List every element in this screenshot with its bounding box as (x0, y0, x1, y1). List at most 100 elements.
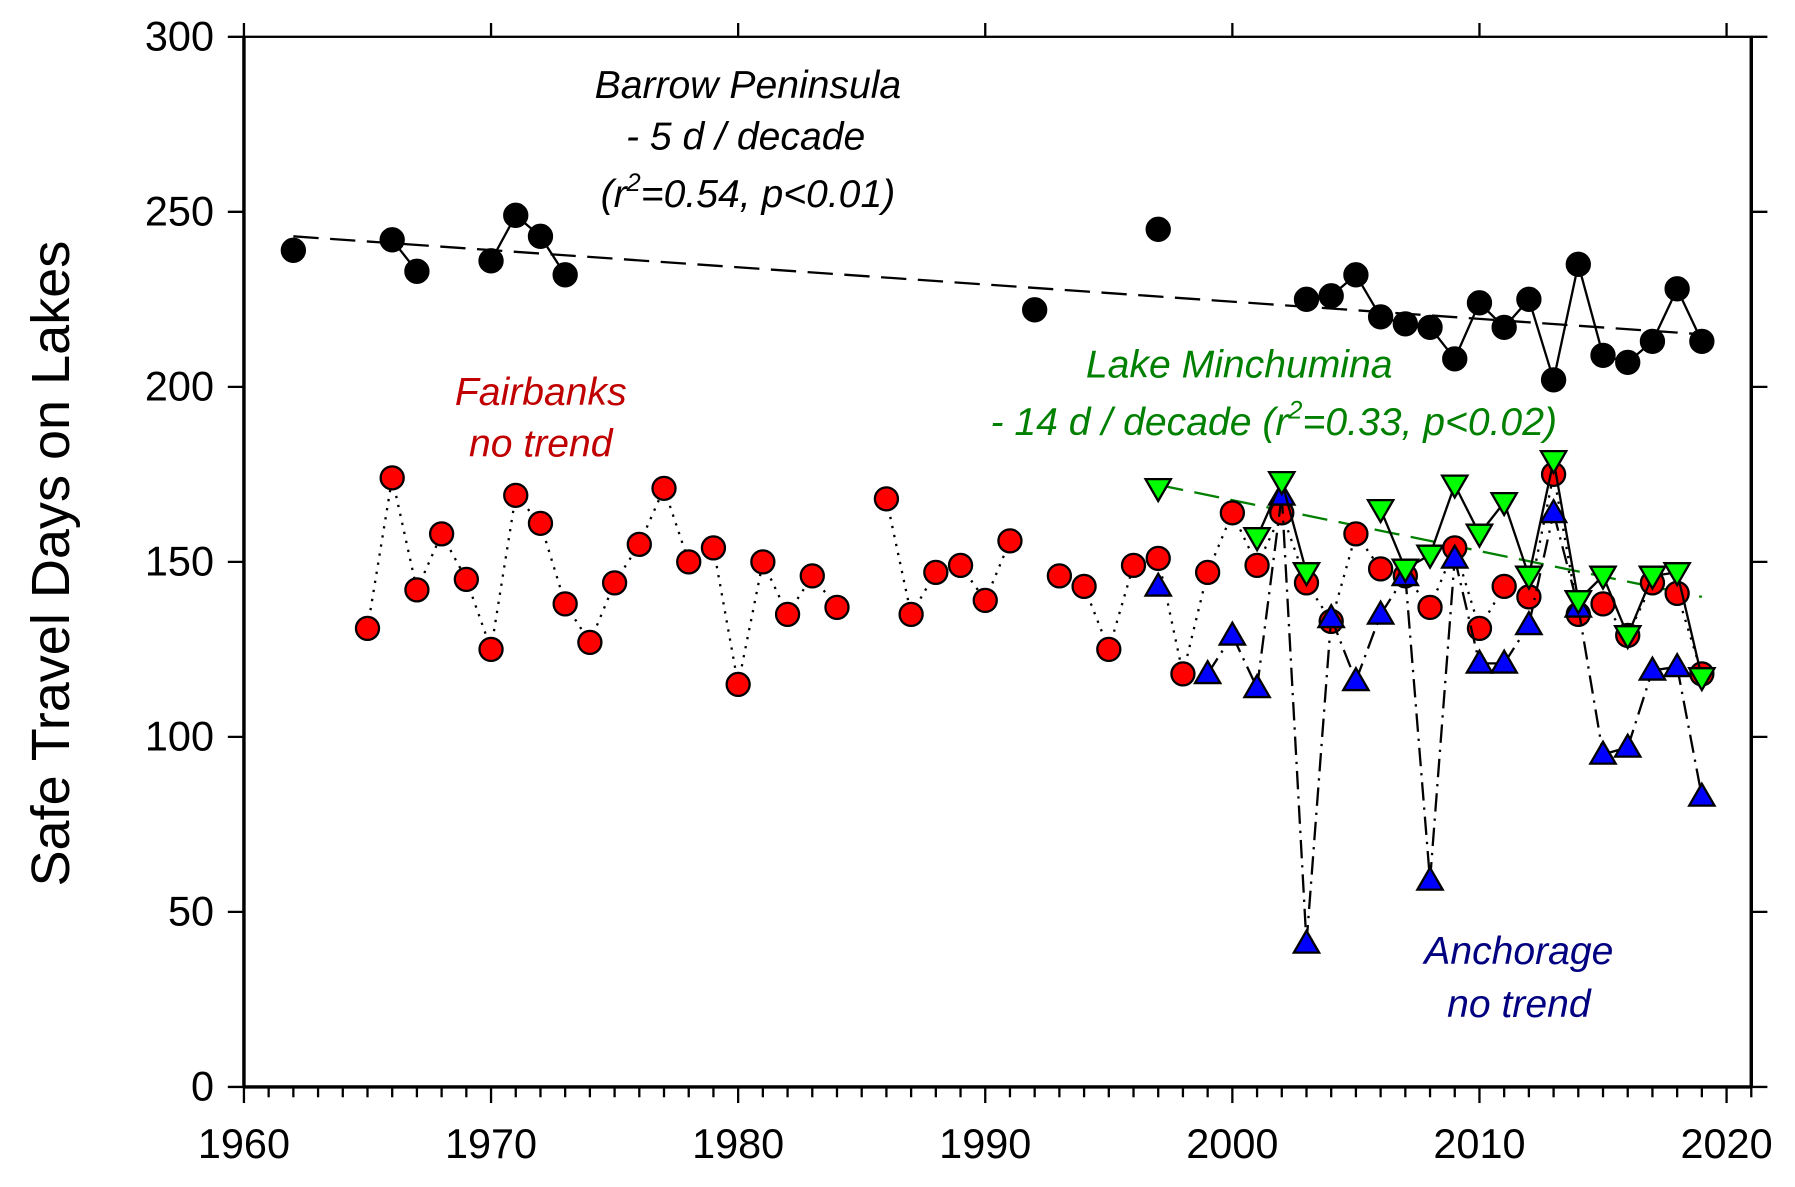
data-point-barrow-peninsula (1466, 290, 1493, 316)
data-point-anchorage (1687, 781, 1717, 807)
data-point-barrow-peninsula (1442, 346, 1468, 372)
series-segment (366, 477, 394, 629)
tick-labels: 0 50 100 150 200 250 300 1960 1970 1980 1990 2000 20… (145, 14, 1773, 1168)
data-point-barrow-peninsula (280, 237, 307, 263)
data-point-fairbanks (1367, 556, 1394, 582)
barrow-rate: - 5 d / decade (626, 116, 865, 159)
anchorage-title: Anchorage (1422, 930, 1613, 973)
data-point-fairbanks (972, 587, 998, 614)
fairbanks-trend: no trend (469, 423, 614, 466)
series-segment (662, 487, 690, 563)
data-point-barrow-peninsula (527, 223, 554, 249)
series-segment (1676, 666, 1703, 797)
data-point-anchorage (1316, 602, 1346, 629)
series-segment (1577, 607, 1605, 755)
data-point-fairbanks (725, 671, 751, 698)
data-point-lake-minchumina (1637, 565, 1668, 591)
series-segment (514, 494, 542, 525)
barrow-stats-sup: 2 (626, 169, 641, 197)
data-point-anchorage (1637, 655, 1668, 681)
data-point-barrow-peninsula (552, 262, 578, 288)
series-segment (1157, 558, 1185, 675)
data-point-fairbanks (1194, 559, 1221, 586)
data-point-barrow-peninsula (1664, 276, 1690, 302)
series-segment (489, 495, 517, 650)
series-segment (737, 561, 764, 685)
series-segment (1330, 533, 1358, 622)
series-segment (811, 575, 838, 609)
y-tick-label: 150 (145, 539, 214, 585)
series-segment (1503, 501, 1530, 577)
data-point-barrow-peninsula (1491, 314, 1517, 340)
axes (227, 23, 1768, 1104)
x-tick-label: 2020 (1680, 1121, 1772, 1167)
data-point-anchorage (1489, 648, 1519, 674)
y-tick-label: 50 (168, 889, 214, 935)
data-point-barrow-peninsula (1417, 314, 1443, 340)
minchumina-stats-pre: - 14 d / decade (r (991, 401, 1291, 444)
data-point-fairbanks (1343, 521, 1369, 547)
data-point-lake-minchumina (1242, 527, 1272, 553)
data-point-barrow-peninsula (1540, 367, 1567, 393)
series-segment (1330, 617, 1357, 682)
data-point-lake-minchumina (1365, 499, 1396, 525)
series-segment (1280, 512, 1308, 584)
series-segment (1107, 565, 1135, 650)
series-segment (1552, 264, 1580, 381)
data-point-anchorage (1440, 543, 1470, 569)
data-point-barrow-peninsula (1615, 349, 1641, 375)
data-point-fairbanks (750, 549, 776, 575)
data-point-fairbanks (428, 521, 455, 547)
data-point-anchorage (1192, 658, 1223, 685)
data-point-fairbanks (824, 594, 850, 621)
data-point-anchorage (1613, 732, 1643, 758)
data-point-fairbanks (503, 482, 529, 509)
barrow-stats-post: =0.54, p<0.01) (641, 173, 895, 216)
fairbanks-title: Fairbanks (455, 371, 627, 414)
data-point-fairbanks (997, 528, 1023, 554)
data-point-barrow-peninsula (1516, 286, 1542, 312)
data-point-anchorage (1538, 497, 1569, 524)
series-segment (1305, 617, 1333, 944)
data-point-fairbanks (453, 566, 479, 593)
data-point-barrow-peninsula (1639, 328, 1666, 354)
series-segment (1428, 484, 1456, 556)
data-point-fairbanks (1219, 500, 1246, 526)
y-tick-label: 0 (191, 1064, 214, 1110)
x-tick-label: 2010 (1433, 1121, 1525, 1167)
x-tick-label: 1980 (692, 1121, 784, 1167)
annotation-barrow: Barrow Peninsula - 5 d / decade (r2=0.54… (595, 64, 902, 216)
data-point-barrow-peninsula (1689, 328, 1715, 354)
data-point-fairbanks (947, 552, 974, 579)
data-point-lake-minchumina (1143, 478, 1173, 504)
series-segment (1255, 495, 1283, 689)
data-point-barrow-peninsula (1392, 311, 1418, 337)
series-segment (1404, 575, 1432, 881)
data-point-barrow-peninsula (404, 258, 430, 284)
data-point-anchorage (1217, 620, 1248, 646)
data-point-barrow-peninsula (1565, 251, 1591, 277)
series-segment (1280, 495, 1308, 944)
y-tick-label: 250 (145, 189, 214, 235)
data-point-barrow-peninsula (1022, 297, 1048, 323)
y-tick-label: 300 (145, 14, 214, 60)
data-point-barrow-peninsula (478, 248, 504, 274)
trend-lines (293, 235, 1703, 599)
series-segment (1527, 460, 1555, 577)
data-point-anchorage (1588, 739, 1618, 765)
data-point-barrow-peninsula (1343, 262, 1369, 288)
data-point-lake-minchumina (1489, 492, 1519, 518)
series-segment (1354, 613, 1382, 682)
data-point-anchorage (1415, 865, 1445, 891)
data-point-lake-minchumina (1687, 667, 1717, 693)
series-segment (1527, 299, 1555, 381)
data-point-fairbanks (1170, 661, 1196, 687)
series-lake-minchumina (1143, 450, 1717, 693)
series-barrow-peninsula (280, 202, 1715, 393)
annotation-minchumina: Lake Minchumina - 14 d / decade (r2=0.33… (991, 343, 1557, 444)
data-point-fairbanks (527, 510, 554, 537)
data-point-fairbanks (898, 601, 924, 628)
data-point-fairbanks (1096, 636, 1122, 663)
y-axis-label: Safe Travel Days on Lakes (21, 241, 81, 887)
data-point-fairbanks (651, 475, 677, 502)
